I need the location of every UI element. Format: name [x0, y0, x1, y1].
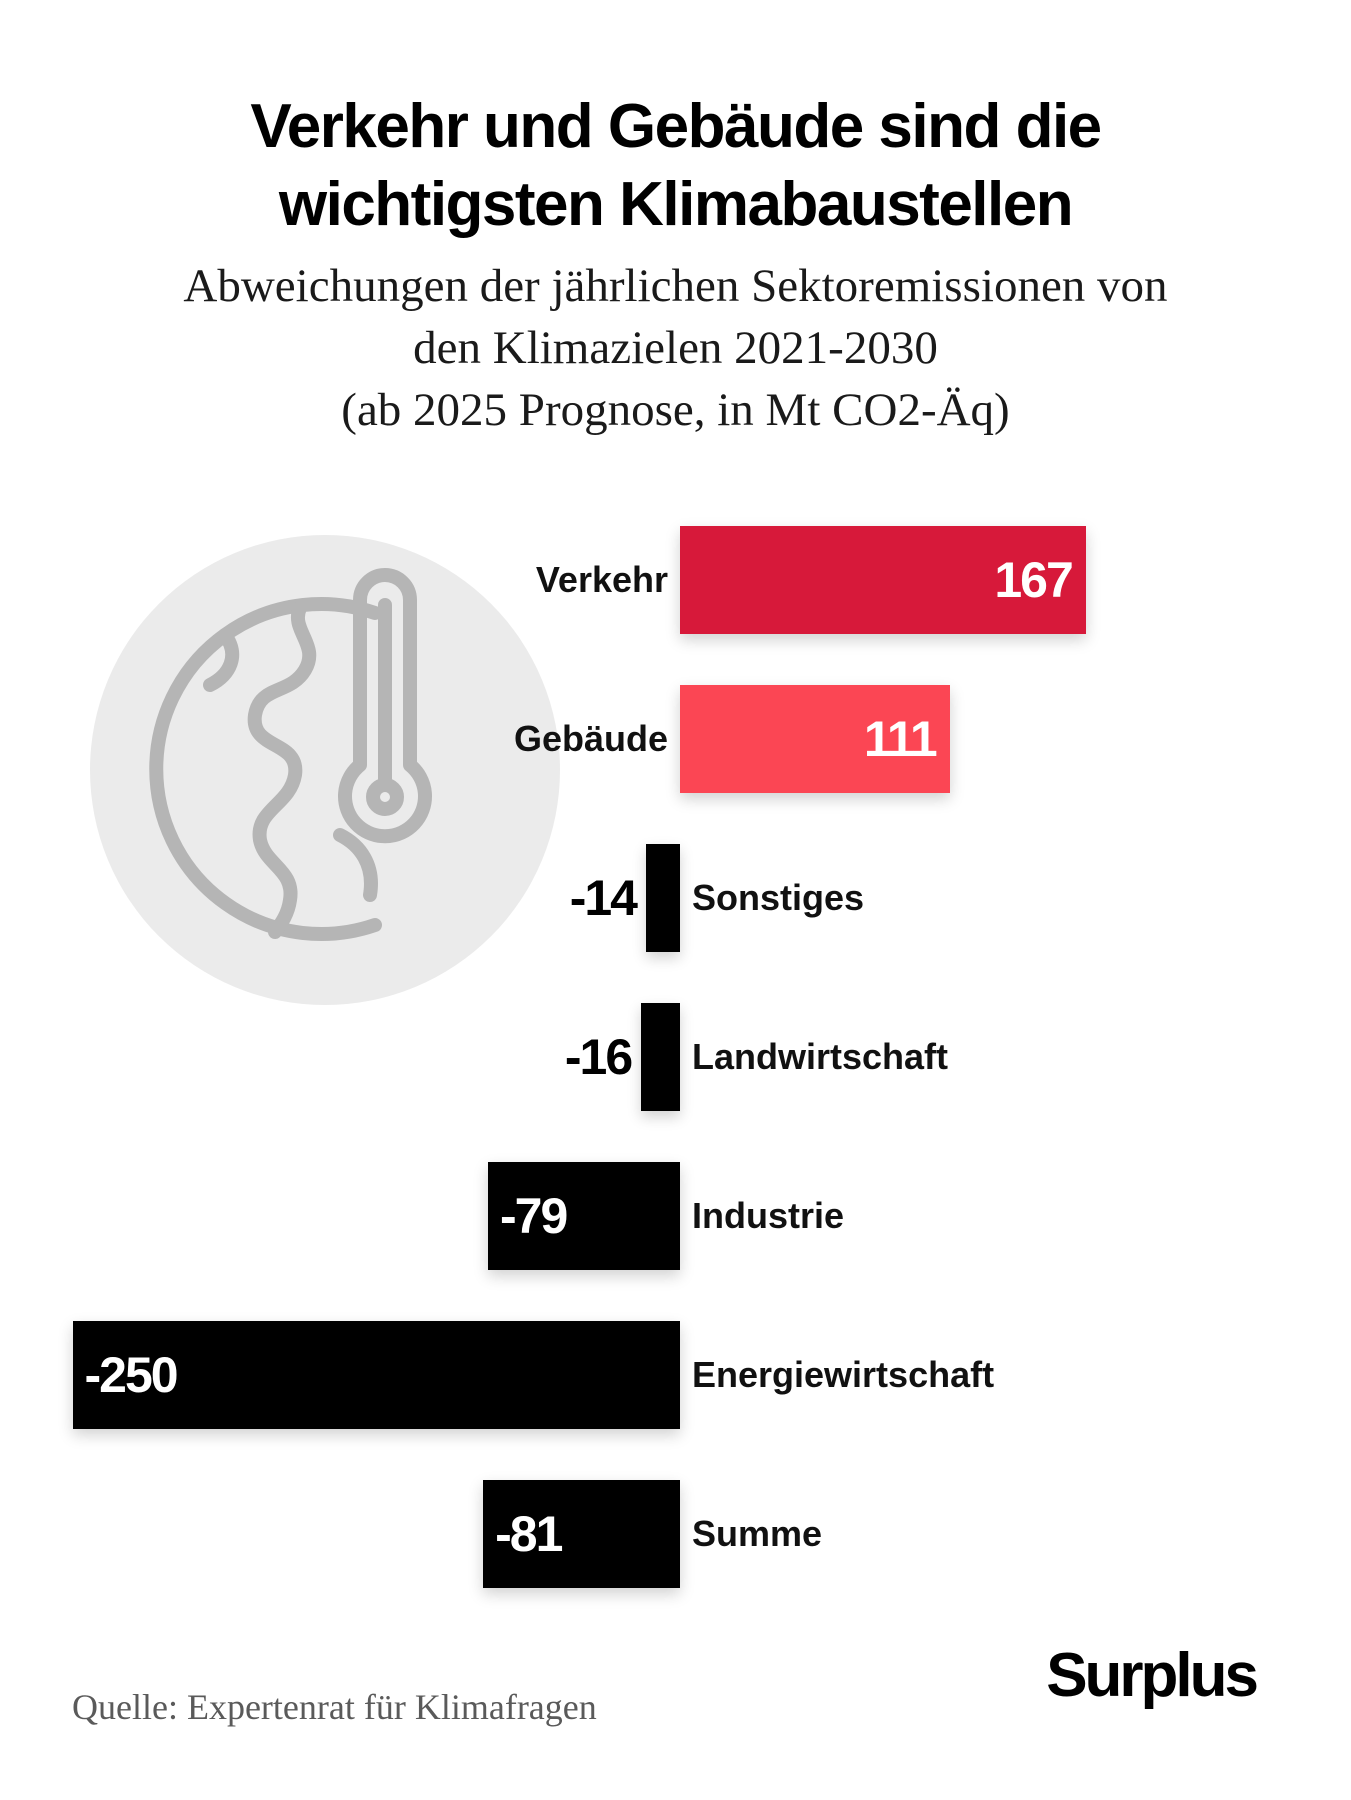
category-label-gebaeude: Gebäude — [513, 718, 668, 759]
bar-energiewirtschaft — [72, 1321, 680, 1429]
value-label-industrie: -79 — [500, 1188, 568, 1244]
category-label-verkehr: Verkehr — [535, 559, 668, 600]
bar-industrie — [488, 1162, 680, 1270]
value-label-energiewirtschaft: -250 — [84, 1347, 179, 1403]
source-note: Quelle: Expertenrat für Klimafragen — [72, 1687, 597, 1727]
category-label-summe: Summe — [692, 1513, 823, 1554]
bar-sonstiges — [645, 844, 680, 952]
bar-gebaeude — [680, 685, 950, 793]
category-label-landwirtschaft: Landwirtschaft — [692, 1036, 949, 1077]
value-label-verkehr: 167 — [994, 552, 1073, 608]
category-label-energiewirtschaft: Energiewirtschaft — [692, 1354, 995, 1395]
category-label-sonstiges: Sonstiges — [692, 877, 865, 918]
category-label-industrie: Industrie — [692, 1195, 845, 1236]
subtitle-line-1: Abweichungen der jährlichen Sektoremissi… — [183, 260, 1168, 312]
title-line-2: wichtigsten Klimabaustellen — [278, 170, 1074, 239]
subtitle-line-2: den Klimazielen 2021-2030 — [413, 322, 938, 374]
title-line-1: Verkehr und Gebäude sind die — [250, 92, 1102, 161]
bar-landwirtschaft — [641, 1003, 680, 1111]
value-label-summe: -81 — [495, 1506, 563, 1562]
bar-chart: Verkehr Gebäude Sonstiges Landwirtschaft… — [0, 500, 1351, 1620]
chart-subtitle: Abweichungen der jährlichen Sektoremissi… — [0, 255, 1351, 441]
brand-logo: Surplus — [1046, 1641, 1259, 1710]
value-label-gebaeude: 111 — [863, 711, 938, 767]
chart-title: Verkehr und Gebäude sind die wichtigsten… — [0, 88, 1351, 244]
bar-summe — [483, 1480, 680, 1588]
value-label-sonstiges: -14 — [569, 870, 638, 926]
subtitle-line-3: (ab 2025 Prognose, in Mt CO2-Äq) — [341, 384, 1010, 436]
value-label-landwirtschaft: -16 — [564, 1029, 633, 1085]
bar-verkehr — [680, 526, 1086, 634]
globe-thermometer-icon — [90, 535, 560, 1005]
